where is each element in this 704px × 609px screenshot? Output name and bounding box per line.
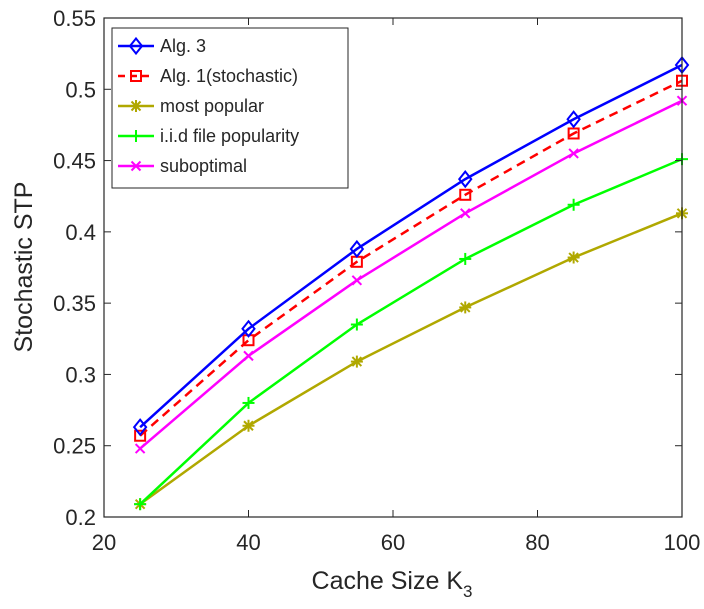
y-tick-label: 0.45: [53, 149, 96, 174]
marker-ast-b: [130, 100, 142, 112]
data-point-alg-1-stochastic: [567, 127, 580, 140]
marker-square: [459, 188, 472, 201]
legend-entry-most-popular: most popular: [118, 96, 264, 116]
data-point-i-i-d-file-popularity: [350, 318, 363, 331]
marker-ast-b: [351, 356, 363, 367]
data-point-i-i-d-file-popularity: [134, 498, 147, 511]
marker-ast-b: [243, 420, 254, 431]
y-tick-label: 0.3: [65, 362, 96, 387]
data-point-most-popular: [567, 251, 580, 264]
data-point-alg-3: [457, 170, 473, 189]
series-line-alg-3: [139, 63, 683, 429]
data-point-suboptimal: [351, 275, 363, 286]
data-point-suboptimal: [460, 208, 471, 219]
data-point-alg-3: [349, 239, 365, 259]
marker-square: [130, 70, 142, 82]
x-tick-label: 100: [664, 530, 701, 555]
data-point-suboptimal: [243, 350, 254, 362]
data-point-i-i-d-file-popularity: [459, 252, 472, 265]
legend-label-alg-1-stochastic: Alg. 1(stochastic): [160, 66, 298, 86]
marker-cross-b: [460, 208, 471, 219]
y-tick-label: 0.5: [65, 77, 96, 102]
x-axis-label: Cache Size K3: [312, 567, 473, 601]
marker-diamond: [349, 239, 365, 259]
series-line-suboptimal: [139, 99, 683, 450]
x-tick-label: 80: [525, 530, 549, 555]
data-point-most-popular: [242, 419, 255, 432]
data-point-i-i-d-file-popularity: [242, 396, 255, 409]
legend-label-most-popular: most popular: [160, 96, 264, 116]
legend-entry-i-i-d-file-popularity: i.i.d file popularity: [118, 126, 299, 146]
marker-diamond: [128, 36, 144, 56]
x-axis-label-subscript: 3: [463, 582, 472, 601]
series-line-most-popular: [139, 212, 683, 506]
legend-label-suboptimal: suboptimal: [160, 156, 247, 176]
data-point-most-popular: [350, 355, 363, 368]
x-axis-label-text: Cache Size K: [312, 567, 464, 595]
y-tick-label: 0.4: [65, 220, 96, 245]
legend-marker-alg-3: [128, 36, 144, 56]
marker-ast-b: [460, 302, 471, 313]
series-line-i-i-d-file-popularity: [139, 157, 683, 506]
legend-entry-alg-1-stochastic: Alg. 1(stochastic): [118, 66, 298, 86]
legend-label-i-i-d-file-popularity: i.i.d file popularity: [160, 126, 299, 146]
marker-cross-b: [130, 160, 142, 172]
y-tick-label: 0.55: [53, 6, 96, 31]
marker-cross-b: [351, 275, 363, 286]
data-point-suboptimal: [568, 148, 579, 159]
y-tick-label: 0.2: [65, 505, 96, 530]
data-point-alg-1-stochastic: [134, 429, 147, 442]
data-point-most-popular: [459, 301, 472, 314]
marker-diamond: [566, 110, 581, 129]
data-point-i-i-d-file-popularity: [567, 198, 580, 211]
legend-entry-alg-3: Alg. 3: [118, 36, 206, 56]
marker-diamond: [457, 170, 473, 189]
marker-diamond: [241, 319, 256, 338]
y-tick-label: 0.35: [53, 291, 96, 316]
marker-cross-b: [568, 148, 579, 159]
legend-marker-i-i-d-file-popularity: [130, 130, 142, 142]
marker-square: [567, 127, 580, 140]
legend-marker-most-popular: [130, 100, 142, 112]
x-tick-label: 60: [381, 530, 405, 555]
data-point-alg-3: [566, 110, 581, 129]
y-tick-label: 0.25: [53, 434, 96, 459]
legend-box: [111, 27, 349, 189]
y-axis-label: Stochastic STP: [10, 182, 38, 353]
legend-marker-alg-1-stochastic: [130, 70, 142, 82]
legend-label-alg-3: Alg. 3: [160, 36, 206, 56]
data-point-alg-3: [241, 319, 256, 338]
data-point-alg-1-stochastic: [459, 188, 472, 201]
marker-square: [134, 429, 147, 442]
legend-marker-suboptimal: [130, 160, 142, 172]
data-point-alg-3: [132, 418, 148, 437]
marker-ast-b: [568, 252, 579, 263]
series-i-i-d-file-popularity: [134, 153, 688, 511]
marker-cross-b: [134, 443, 146, 454]
data-point-suboptimal: [134, 443, 146, 454]
marker-cross-b: [243, 350, 254, 362]
x-tick-label: 40: [236, 530, 260, 555]
marker-diamond: [132, 418, 148, 437]
x-tick-label: 20: [92, 530, 116, 555]
series-line-alg-1-stochastic: [139, 79, 683, 437]
legend-entry-suboptimal: suboptimal: [118, 156, 247, 176]
